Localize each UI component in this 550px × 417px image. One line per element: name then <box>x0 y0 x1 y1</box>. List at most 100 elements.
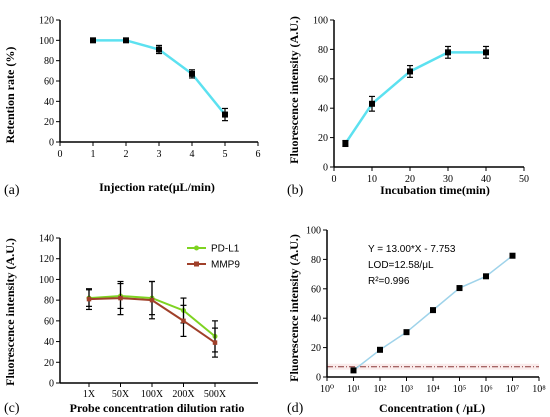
panel-d-x-tick-label: 10¹ <box>347 384 360 395</box>
panel-c-x-tick-label: 500X <box>204 389 227 400</box>
panel-a-x-tick-label: 5 <box>223 149 228 160</box>
panel-a-x-tick-label: 0 <box>58 149 63 160</box>
panel-a-y-tick-label: 80 <box>44 56 54 67</box>
panel-b-x-tick-label: 30 <box>443 174 453 185</box>
panel-c-y-tick-label: 100 <box>39 275 54 286</box>
panel-c-point <box>118 295 123 301</box>
panel-c-y-tick-label: 60 <box>44 316 54 327</box>
panel-c-legend-marker <box>194 261 199 267</box>
panel-c-label: (c) <box>4 401 20 416</box>
panel-d-x-tick-label: 10⁶ <box>479 384 493 395</box>
panel-c-point <box>181 318 186 324</box>
panel-b-y-tick-label: 0 <box>323 163 328 174</box>
panel-b-xlabel: Incubation time(min) <box>380 183 490 197</box>
panel-c-point <box>149 297 155 303</box>
panel-b-point <box>369 100 375 107</box>
panel-c-y-tick-label: 40 <box>44 337 54 348</box>
panel-d-x-tick-label: 10² <box>374 384 387 395</box>
panel-d-point <box>430 307 436 314</box>
panel-d-point <box>377 346 383 353</box>
panel-c-point <box>212 340 218 345</box>
panel-c-x-tick-label: 50X <box>112 389 130 400</box>
panel-b-point <box>445 49 451 56</box>
panel-d-x-tick-label: 10⁰ <box>320 384 334 395</box>
panel-d-y-tick-label: 20 <box>311 343 321 354</box>
panel-c-y-tick-label: 140 <box>39 234 54 245</box>
panel-d-r2: R²=0.996 <box>368 276 410 287</box>
panel-b-point <box>483 49 489 56</box>
panel-c-ylabel: Fluorescence intensity (A.U.) <box>3 238 17 386</box>
panel-b-y-tick-label: 20 <box>318 133 328 144</box>
panel-b-incubation-chart: Fluorescence intensity (A.U.) Incubation… <box>287 16 529 199</box>
panel-c-legend-marker <box>194 245 199 251</box>
panel-d-x-tick-label: 10³ <box>400 384 413 395</box>
panel-a-y-tick-label: 60 <box>44 77 54 88</box>
panel-d-lod: LOD=12.58/μL <box>368 260 434 271</box>
panel-b-y-tick-label: 100 <box>313 16 328 27</box>
panel-c-y-tick-label: 120 <box>39 254 54 265</box>
panel-d-y-tick-label: 80 <box>311 255 321 266</box>
panel-a-point <box>90 37 96 44</box>
panel-c-y-tick-label: 0 <box>49 379 54 390</box>
panel-d-y-tick-label: 0 <box>316 373 321 384</box>
panel-c-y-tick-label: 80 <box>44 296 54 307</box>
panel-d-x-tick-label: 10⁴ <box>426 384 440 395</box>
panel-a-point <box>222 111 228 118</box>
panel-a-x-tick-label: 6 <box>256 149 261 160</box>
panel-c-x-tick-label: 200X <box>172 389 195 400</box>
panel-a-y-tick-label: 40 <box>44 97 54 108</box>
panel-b-series-line <box>344 51 486 145</box>
panel-d-ylabel: Fluorescence intensity (A.U.) <box>287 234 301 382</box>
panel-d-point <box>456 285 463 292</box>
panel-d-y-tick-label: 40 <box>311 314 321 325</box>
panel-c-y-tick-label: 20 <box>44 358 54 369</box>
panel-a-point <box>189 70 195 77</box>
panel-a-y-tick-label: 120 <box>39 16 54 27</box>
panel-d-x-tick-label: 10⁵ <box>453 384 467 395</box>
panel-c-x-tick-label: 100X <box>141 389 164 400</box>
panel-d-point <box>483 273 489 280</box>
panel-c-xlabel: Probe concentration dilution ratio <box>70 401 245 415</box>
panel-c-dilution-chart: Fluorescence intensity (A.U.) Probe conc… <box>3 234 258 416</box>
panel-a-y-tick-label: 0 <box>49 138 54 149</box>
panel-b-x-tick-label: 0 <box>332 174 337 185</box>
panel-c-legend-label: MMP9 <box>211 260 240 271</box>
panel-a-x-tick-label: 1 <box>91 149 96 160</box>
panel-c-point <box>86 296 92 302</box>
panel-a-ylabel: Retention rate (%) <box>3 47 17 144</box>
panel-d-equation: Y = 13.00*X - 7.753 <box>368 244 456 255</box>
panel-d-xlabel: Concentration ( /μL) <box>379 401 485 415</box>
panel-d-point <box>403 329 410 336</box>
panel-a-xlabel: Injection rate(μL/min) <box>99 180 215 194</box>
panel-b-ylabel: Fluorescence intensity (A.U.) <box>287 16 301 164</box>
panel-d-calibration-chart: Fluorescence intensity (A.U.) Concentrat… <box>287 226 546 417</box>
panel-a-point <box>123 37 129 44</box>
panel-b-y-tick-label: 80 <box>318 45 328 56</box>
panel-b-y-tick-label: 60 <box>318 74 328 85</box>
panel-b-point <box>407 68 413 75</box>
panel-b-label: (b) <box>287 183 304 198</box>
panel-d-point <box>350 367 357 374</box>
panel-a-y-tick-label: 20 <box>44 117 54 128</box>
panel-b-y-tick-label: 40 <box>318 104 328 115</box>
panel-a-point <box>156 46 162 53</box>
panel-a-x-tick-label: 4 <box>190 149 195 160</box>
panel-a-x-tick-label: 3 <box>157 149 162 160</box>
panel-a-retention-chart: Retention rate (%) Injection rate(μL/min… <box>3 16 261 199</box>
panel-d-x-tick-label: 10⁸ <box>532 384 546 395</box>
panel-b-x-tick-label: 40 <box>481 174 491 185</box>
panel-d-x-tick-label: 10⁷ <box>506 384 520 395</box>
panel-b-x-tick-label: 10 <box>367 174 377 185</box>
panel-c-legend-label: PD-L1 <box>211 244 240 255</box>
panel-d-threshold-band <box>327 363 539 370</box>
panel-b-point <box>342 140 349 147</box>
panel-b-x-tick-label: 20 <box>405 174 415 185</box>
panel-b-x-tick-label: 50 <box>519 174 529 185</box>
panel-d-y-tick-label: 60 <box>311 284 321 295</box>
panel-d-y-tick-label: 100 <box>306 226 321 237</box>
panel-a-label: (a) <box>4 183 20 198</box>
panel-a-x-tick-label: 2 <box>124 149 129 160</box>
panel-d-label: (d) <box>287 401 304 416</box>
panel-a-y-tick-label: 100 <box>39 36 54 47</box>
